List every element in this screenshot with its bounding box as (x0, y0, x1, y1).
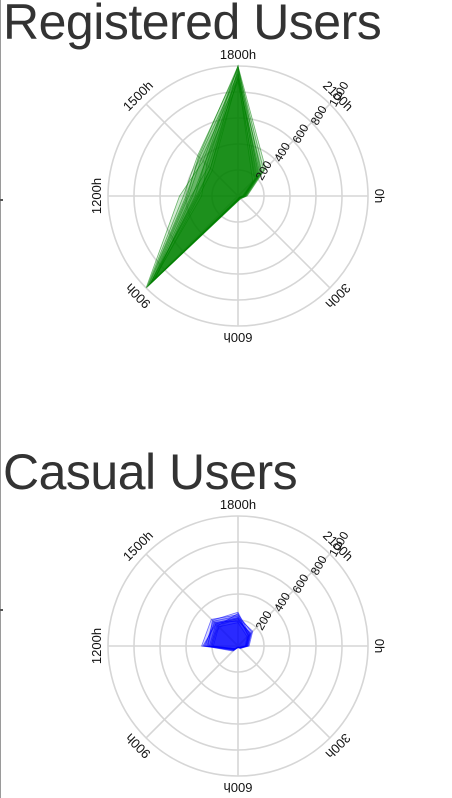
registered-users-section: Registered Users 0h 300h 600h 900h 1200h 1500… (0, 0, 452, 396)
casual-users-polar-chart: 0h300h600h900h1200h1500h1800h2100h200400… (89, 497, 387, 795)
grid-spoke (145, 103, 239, 197)
grid-spoke (145, 645, 239, 739)
angular-tick-label: 1800h (220, 497, 256, 512)
series-group (145, 64, 267, 289)
polar-grid (107, 515, 369, 777)
angular-tick-label: 600h (224, 780, 253, 795)
series-line (202, 617, 250, 650)
angular-tick-label: 1200h (89, 628, 104, 664)
edge-tick (0, 609, 3, 611)
angular-tick-label: 0h (372, 189, 387, 203)
angular-tick-label: 1800h (220, 47, 256, 62)
chart-title: Registered Users (3, 0, 382, 50)
chart-title: Casual Users (3, 444, 298, 500)
grid-spoke (145, 553, 239, 647)
registered-users-polar-chart: 0h300h600h900h1200h1500h1800h2100h200400… (89, 47, 387, 345)
angular-tick-label: 0h (372, 639, 387, 653)
series-line (149, 76, 260, 285)
grid-spoke (237, 195, 331, 289)
casual-users-section: Casual Users 0h 300h 600h 900h 1200h 1500h 180… (0, 446, 452, 798)
grid-spoke (237, 553, 331, 647)
angular-tick-label: 600h (224, 330, 253, 345)
angular-tick-label: 1200h (89, 178, 104, 214)
grid-spoke (237, 645, 331, 739)
series-line (148, 64, 262, 286)
left-edge-rule (0, 0, 1, 798)
series-line (153, 76, 254, 280)
series-group (201, 611, 254, 652)
edge-tick (0, 199, 3, 201)
series-line (146, 67, 265, 288)
